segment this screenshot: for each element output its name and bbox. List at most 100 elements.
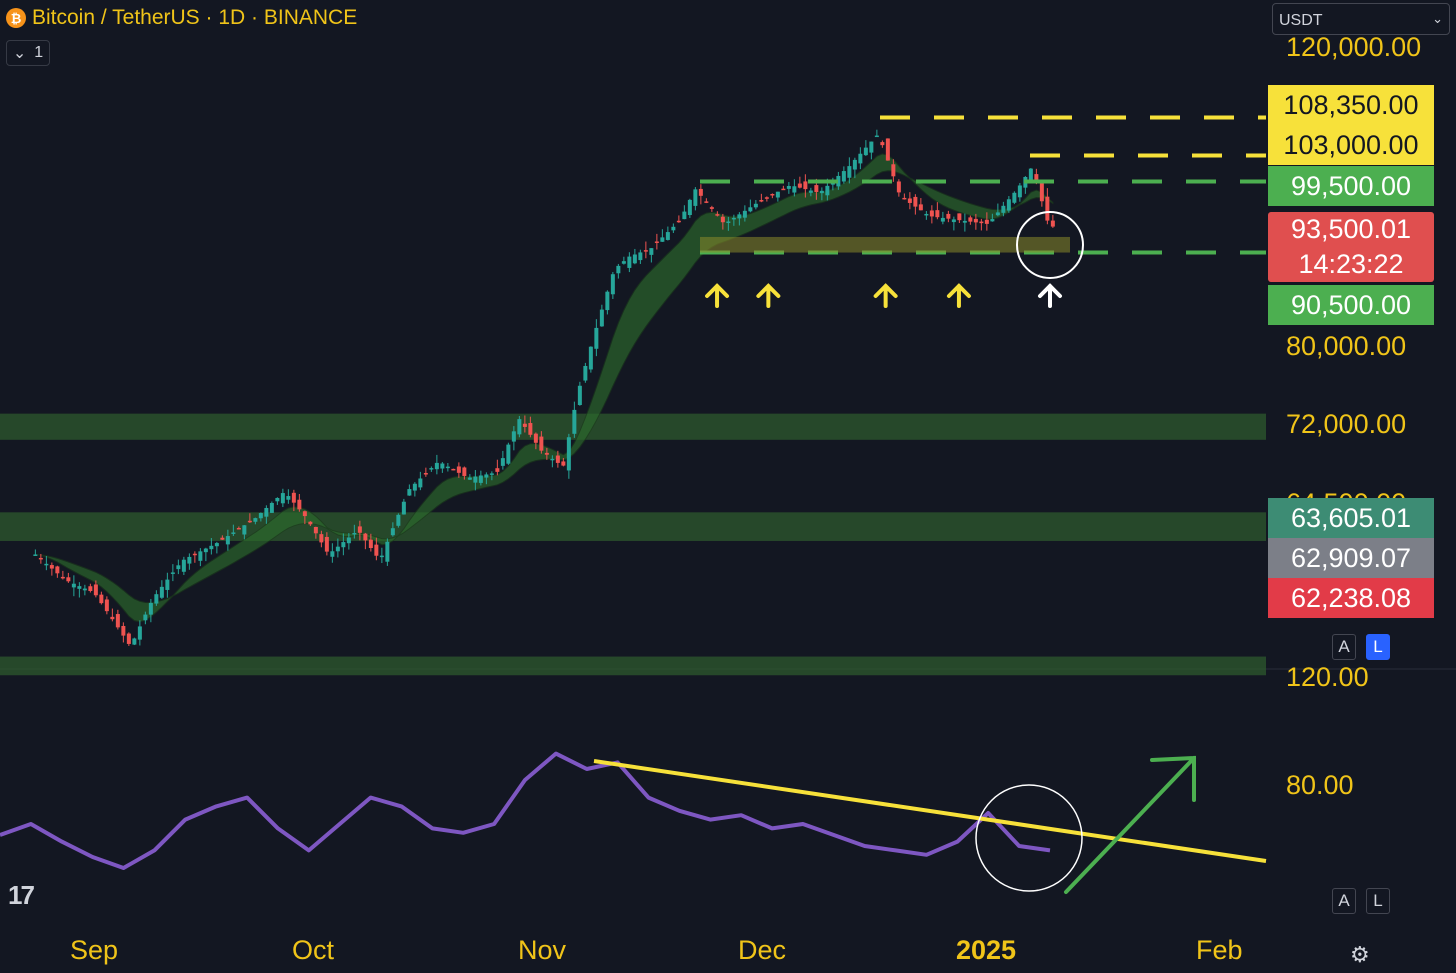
candle-body: [764, 197, 769, 199]
candle-body: [38, 557, 43, 560]
candle-body: [368, 539, 373, 549]
breakout-arrow-icon: [1064, 755, 1196, 894]
candle-body: [71, 583, 76, 588]
candle-body: [159, 586, 164, 598]
candle-body: [1039, 181, 1044, 202]
candle-body: [682, 211, 687, 220]
up-arrow-icon: [873, 283, 898, 308]
candle-body: [990, 219, 995, 222]
candle-body: [308, 521, 313, 525]
candle-body: [291, 492, 296, 503]
candle-body: [55, 566, 60, 574]
candle-body: [726, 221, 731, 223]
price-axis-label: 72,000.00: [1286, 409, 1407, 439]
collapse-indicators-button[interactable]: ⌄ 1: [6, 40, 50, 66]
candle-body: [704, 201, 709, 203]
candle-body: [819, 190, 824, 194]
candle-body: [379, 555, 384, 558]
time-axis-label: Dec: [738, 935, 787, 965]
settings-icon[interactable]: ⚙: [1350, 942, 1370, 967]
candle-body: [192, 553, 197, 556]
candle-body: [33, 554, 38, 556]
candle-body: [203, 548, 208, 553]
candle-body: [44, 563, 49, 566]
log-scale-button[interactable]: L: [1366, 634, 1390, 660]
price-tag: 62,909.07: [1268, 538, 1434, 578]
candle-body: [836, 175, 841, 187]
candle-body: [401, 501, 406, 515]
candle-body: [440, 463, 445, 469]
candle-body: [720, 216, 725, 223]
candle-body: [148, 602, 153, 615]
auto-scale-button[interactable]: A: [1332, 634, 1356, 660]
time-axis-label: 2025: [956, 935, 1017, 965]
candle-body: [572, 409, 577, 434]
bitcoin-icon: ₿: [6, 8, 26, 28]
candle-body: [176, 565, 181, 570]
candle-body: [77, 586, 82, 589]
candle-body: [253, 518, 258, 522]
candle-body: [1050, 220, 1055, 227]
candle-body: [121, 625, 126, 636]
candle-body: [858, 153, 863, 164]
candle-body: [1045, 196, 1050, 221]
candle-body: [913, 196, 918, 207]
candle-body: [484, 474, 489, 478]
candle-body: [781, 188, 786, 191]
up-arrow-icon: [705, 283, 730, 308]
candle-body: [698, 188, 703, 196]
time-axis-label: Oct: [292, 935, 335, 965]
price-axis-label: 120,000.00: [1286, 32, 1422, 62]
candle-body: [841, 171, 846, 182]
candle-body: [814, 185, 819, 192]
candle-body: [665, 232, 670, 240]
candle-body: [214, 543, 219, 547]
indicator-count: 1: [34, 44, 44, 61]
candle-body: [946, 213, 951, 219]
up-arrow-icon: [946, 283, 971, 308]
rsi-highlight-circle: [975, 784, 1083, 892]
candle-body: [748, 207, 753, 212]
candle-body: [561, 461, 566, 466]
candle-body: [434, 462, 439, 470]
price-tag: 93,500.01: [1268, 212, 1434, 246]
symbol-label[interactable]: Bitcoin / TetherUS · 1D · BINANCE: [32, 6, 358, 29]
candle-body: [577, 385, 582, 406]
candle-body: [467, 477, 472, 480]
price-tag: 63,605.01: [1268, 498, 1434, 538]
candle-body: [627, 256, 632, 268]
candle-body: [330, 551, 335, 557]
candle-body: [918, 204, 923, 211]
candle-body: [869, 141, 874, 153]
candle-body: [522, 423, 527, 427]
rsi-axis-label: 80.00: [1286, 770, 1354, 800]
candle-body: [82, 588, 87, 591]
candle-body: [957, 213, 962, 221]
price-tag: 62,238.08: [1268, 578, 1434, 618]
candle-body: [995, 212, 1000, 216]
candle-body: [170, 572, 175, 574]
candle-body: [115, 614, 120, 628]
candle-body: [154, 594, 159, 604]
rsi-auto-scale-button[interactable]: A: [1332, 888, 1356, 914]
rsi-log-scale-button[interactable]: L: [1366, 888, 1390, 914]
candle-body: [456, 466, 461, 473]
candle-body: [693, 189, 698, 206]
candle-body: [93, 584, 98, 596]
support-zone: [0, 656, 1266, 676]
candle-body: [825, 185, 830, 196]
candle-body: [1012, 192, 1017, 203]
candle-body: [187, 556, 192, 564]
candle-body: [847, 166, 852, 178]
rsi-line: [0, 751, 1051, 870]
currency-select[interactable]: USDT ⌄: [1272, 3, 1450, 35]
candle-body: [511, 431, 516, 442]
candle-body: [979, 221, 984, 224]
candle-body: [709, 207, 714, 209]
candle-body: [126, 633, 131, 644]
candle-body: [286, 496, 291, 500]
candle-body: [731, 217, 736, 220]
candle-body: [423, 473, 428, 475]
candle-body: [566, 437, 571, 471]
